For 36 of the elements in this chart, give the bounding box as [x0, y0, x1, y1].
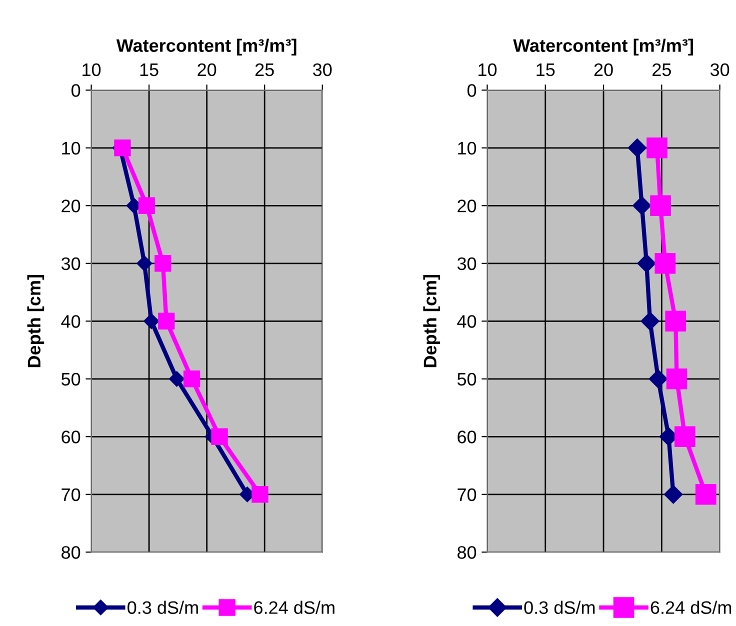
- legend-label: 0.3 dS/m: [524, 600, 595, 614]
- x-axis-title: Watercontent [m³/m³]: [116, 38, 296, 56]
- x-tick-label: 10: [82, 63, 101, 76]
- y-tick-label: 40: [61, 315, 80, 328]
- x-axis-title: Watercontent [m³/m³]: [513, 38, 693, 56]
- x-tick-label: 10: [478, 63, 497, 76]
- y-tick-label: 10: [458, 142, 476, 155]
- y-tick-label: 70: [62, 488, 80, 502]
- x-tick-label: 30: [313, 63, 332, 76]
- legend-label: 6.24 dS/m: [650, 600, 732, 614]
- y-tick-label: 60: [458, 430, 476, 444]
- y-tick-label: 50: [61, 372, 80, 386]
- y-tick-label: 70: [458, 488, 476, 502]
- x-tick-label: 30: [710, 63, 730, 76]
- x-tick-label: 20: [594, 63, 613, 76]
- y-tick-label: 0: [72, 84, 80, 97]
- y-tick-label: 20: [458, 200, 476, 212]
- y-tick-label: 80: [62, 546, 80, 559]
- y-tick-label: 80: [458, 546, 476, 559]
- y-tick-label: 30: [61, 257, 80, 270]
- legend-label: 6.24 dS/m: [254, 600, 334, 614]
- y-tick-label: 10: [62, 142, 80, 155]
- y-tick-label: 50: [457, 372, 476, 386]
- x-tick-label: 15: [536, 64, 555, 76]
- y-tick-label: 40: [457, 315, 476, 328]
- x-tick-label: 15: [140, 64, 158, 76]
- legend-label: 0.3 dS/m: [128, 600, 198, 614]
- y-axis-title: Depth [cm]: [27, 275, 44, 368]
- y-axis-title: Depth [cm]: [423, 275, 440, 368]
- y-tick-label: 0: [467, 84, 476, 97]
- x-tick-label: 20: [198, 63, 216, 76]
- y-tick-label: 30: [457, 257, 476, 270]
- x-tick-label: 25: [652, 63, 671, 76]
- x-tick-label: 25: [255, 63, 274, 76]
- y-tick-label: 60: [62, 430, 80, 444]
- y-tick-label: 20: [62, 200, 80, 212]
